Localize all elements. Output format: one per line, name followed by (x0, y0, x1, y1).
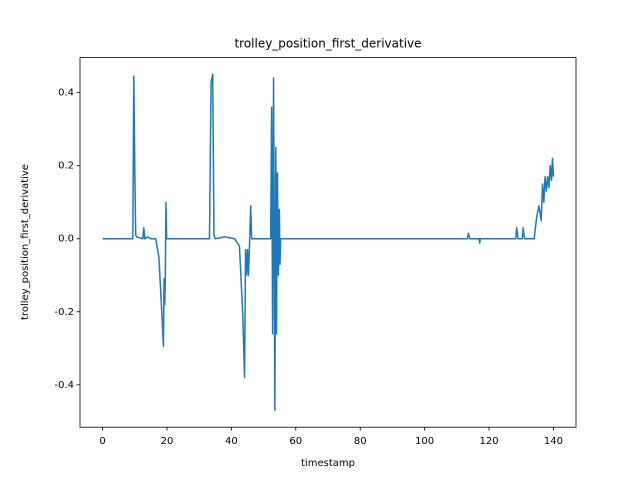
y-tick-label: 0.0 (58, 234, 74, 245)
x-tick-label: 140 (544, 436, 563, 447)
data-line (102, 73, 555, 412)
y-tick-label: -0.2 (54, 307, 74, 318)
axes-frame (79, 57, 577, 428)
x-tick-label: 120 (479, 436, 498, 447)
x-tick-label: 0 (99, 436, 105, 447)
x-tick-label: 100 (415, 436, 434, 447)
x-axis-label: timestamp (301, 458, 355, 469)
y-tick-label: 0.4 (58, 88, 74, 99)
x-tick-label: 40 (225, 436, 238, 447)
y-tick-label: 0.2 (58, 161, 74, 172)
x-tick-label: 80 (354, 436, 367, 447)
x-tick-label: 20 (161, 436, 174, 447)
y-tick-label: -0.4 (54, 380, 74, 391)
x-tick-label: 60 (289, 436, 302, 447)
chart-title: trolley_position_first_derivative (234, 37, 421, 51)
y-axis-label: trolley_position_first_derivative (20, 164, 31, 320)
